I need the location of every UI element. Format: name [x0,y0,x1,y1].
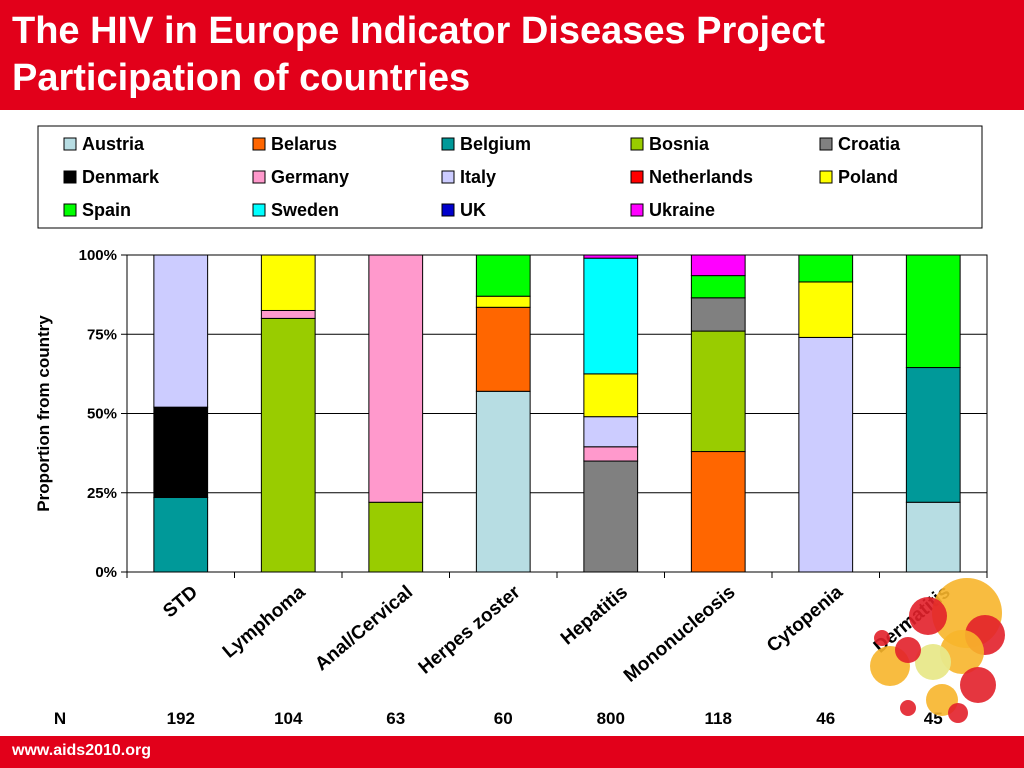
n-value-std: 192 [167,709,195,728]
n-value-cytopenia: 46 [816,709,835,728]
bar-segment-cytopenia-italy [798,336,854,573]
legend-swatch-italy [441,170,455,184]
title-line-1: The HIV in Europe Indicator Diseases Pro… [12,10,826,52]
xtick-label-lymphoma: Lymphoma [219,581,310,662]
n-value-anal-cervical: 63 [386,709,405,728]
n-value-herpes-zoster: 60 [494,709,513,728]
header-banner: The HIV in Europe Indicator Diseases Pro… [0,0,1024,110]
legend-label-spain: Spain [82,200,131,220]
decorative-circles-logo [870,578,1005,723]
bar-segment-anal-cervical-germany [368,254,424,503]
bar-segment-dermatitis-belgium [905,367,961,503]
bar-segment-lymphoma-germany [260,309,316,319]
footer-url-link[interactable]: www.aids2010.org [12,742,152,759]
bar-segment-cytopenia-spain [798,254,854,283]
page-title: The HIV in Europe Indicator Diseases Pro… [12,8,825,102]
bar-segment-mononucleosis-spain [690,275,746,299]
bar-segment-herpes-zoster-spain [475,254,531,297]
legend-swatch-poland [819,170,833,184]
xtick-label-anal-cervical: Anal/Cervical [311,582,417,675]
legend-swatch-croatia [819,137,833,151]
legend-swatch-sweden [252,203,266,217]
bar-segment-hepatitis-sweden [583,257,639,375]
bar-segment-herpes-zoster-poland [475,295,531,308]
bar-segment-lymphoma-poland [260,254,316,311]
bar-segment-dermatitis-austria [905,501,961,573]
legend-swatch-denmark [63,170,77,184]
legend-label-croatia: Croatia [838,134,901,154]
legend-swatch-austria [63,137,77,151]
bar-segment-mononucleosis-bosnia [690,330,746,453]
legend-label-denmark: Denmark [82,167,160,187]
ytick-label-0: 0% [95,564,117,581]
bar-segment-hepatitis-poland [583,373,639,418]
legend-label-bosnia: Bosnia [649,134,710,154]
legend-label-netherlands: Netherlands [649,167,753,187]
xtick-label-cytopenia: Cytopenia [763,581,847,656]
bar-segment-hepatitis-croatia [583,460,639,573]
legend-swatch-belarus [252,137,266,151]
n-value-mononucleosis: 118 [705,709,732,728]
legend-swatch-ukraine [630,203,644,217]
legend-label-belgium: Belgium [460,134,531,154]
bar-segment-mononucleosis-belarus [690,451,746,573]
bar-segment-std-italy [153,254,209,408]
ytick-label-75: 75% [87,326,117,343]
legend-label-italy: Italy [460,167,496,187]
bar-segment-std-belgium [153,497,209,573]
ytick-label-50: 50% [87,406,117,423]
legend-label-poland: Poland [838,167,898,187]
legend-swatch-germany [252,170,266,184]
legend-label-germany: Germany [271,167,349,187]
bar-segment-mononucleosis-ukraine [690,254,746,277]
legend-swatch-netherlands [630,170,644,184]
bar-segment-lymphoma-bosnia [260,317,316,573]
n-label: N [54,709,66,728]
legend-label-uk: UK [460,200,486,220]
bar-segment-dermatitis-spain [905,254,961,369]
legend-label-ukraine: Ukraine [649,200,715,220]
n-value-lymphoma: 104 [274,709,303,728]
legend-swatch-uk [441,203,455,217]
legend-label-sweden: Sweden [271,200,339,220]
legend-label-austria: Austria [82,134,145,154]
title-line-2: Participation of countries [12,57,471,99]
bar-segment-hepatitis-italy [583,416,639,448]
y-axis-label: Proportion from country [34,315,53,512]
xtick-label-mononucleosis: Mononucleosis [620,582,739,687]
legend-label-belarus: Belarus [271,134,337,154]
legend-swatch-bosnia [630,137,644,151]
xtick-label-std: STD [159,582,202,623]
bar-segment-anal-cervical-bosnia [368,501,424,573]
ytick-label-25: 25% [87,485,117,502]
bar-segment-mononucleosis-croatia [690,297,746,332]
n-value-hepatitis: 800 [597,709,625,728]
legend-swatch-belgium [441,137,455,151]
bar-segment-std-denmark [153,406,209,499]
legend-swatch-spain [63,203,77,217]
footer-banner: www.aids2010.org [0,736,1024,768]
bar-segment-herpes-zoster-belarus [475,306,531,392]
ytick-label-100: 100% [79,247,117,264]
xtick-label-herpes-zoster: Herpes zoster [415,581,525,678]
xtick-label-hepatitis: Hepatitis [557,582,632,650]
bar-segment-cytopenia-poland [798,281,854,338]
bar-segment-herpes-zoster-austria [475,390,531,573]
bar-segment-hepatitis-germany [583,446,639,462]
